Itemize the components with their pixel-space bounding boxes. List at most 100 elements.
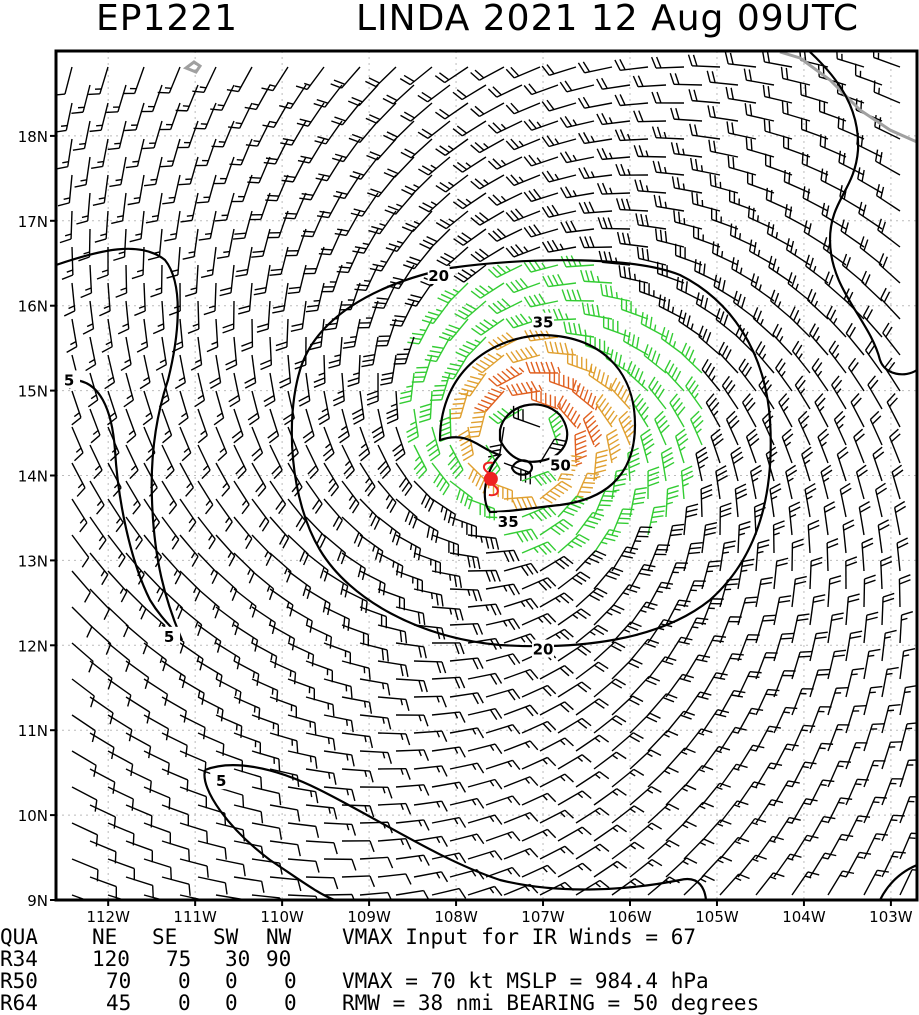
wind-barb bbox=[846, 594, 860, 625]
wind-barb bbox=[653, 161, 684, 175]
wind-barb bbox=[331, 103, 360, 125]
wind-barb bbox=[216, 895, 246, 911]
wind-barb bbox=[860, 236, 882, 265]
wind-barb bbox=[90, 661, 112, 689]
wind-barb bbox=[90, 553, 108, 585]
wind-barb bbox=[601, 284, 630, 301]
wind-barb bbox=[401, 175, 432, 195]
wind-barb bbox=[690, 124, 720, 139]
wind-barb bbox=[524, 225, 558, 237]
wind-barb bbox=[126, 481, 140, 514]
wind-barb bbox=[315, 121, 342, 144]
wind-barb bbox=[746, 138, 774, 157]
wind-barb bbox=[684, 839, 714, 859]
wind-barb bbox=[803, 186, 828, 211]
wind-barb bbox=[630, 860, 662, 877]
wind-barb bbox=[691, 411, 703, 445]
wind-barb bbox=[324, 643, 350, 664]
wind-barb bbox=[720, 579, 739, 607]
wind-barb bbox=[396, 463, 412, 496]
wind-barb bbox=[596, 394, 617, 427]
wind-barb bbox=[198, 697, 223, 721]
wind-barb bbox=[331, 67, 360, 88]
wind-barb bbox=[233, 211, 252, 239]
wind-barb bbox=[716, 466, 728, 499]
wind-barb bbox=[720, 654, 744, 679]
wind-barb bbox=[572, 380, 597, 410]
wind-barb bbox=[241, 319, 252, 351]
wind-barb bbox=[506, 67, 540, 78]
wind-barb bbox=[450, 693, 483, 704]
wind-barb bbox=[810, 324, 828, 355]
wind-barb bbox=[366, 103, 396, 123]
wind-barb bbox=[314, 85, 342, 107]
wind-barb bbox=[151, 265, 162, 297]
wind-barb bbox=[540, 774, 573, 787]
lat-label: 15N bbox=[18, 383, 48, 401]
wind-barb bbox=[670, 73, 702, 85]
wind-barb bbox=[450, 553, 480, 569]
lon-label: 107W bbox=[521, 908, 565, 924]
wind-barb bbox=[661, 327, 684, 355]
wind-barb bbox=[144, 823, 170, 844]
wind-barb bbox=[846, 631, 862, 661]
wind-barb bbox=[252, 787, 281, 805]
wind-barb bbox=[144, 859, 171, 879]
wind-barb bbox=[288, 751, 317, 769]
wind-barb bbox=[696, 447, 708, 481]
wind-barb bbox=[874, 46, 900, 67]
wind-barb bbox=[270, 481, 286, 514]
wind-barb bbox=[558, 396, 581, 429]
wind-barb bbox=[126, 877, 153, 897]
wind-barb bbox=[486, 832, 520, 841]
wind-barb bbox=[90, 877, 116, 898]
wind-barb bbox=[774, 744, 799, 769]
wind-barb bbox=[810, 632, 828, 661]
r50-nw: 0 bbox=[284, 970, 297, 992]
wind-barb bbox=[229, 373, 240, 407]
wind-barb bbox=[846, 706, 866, 733]
wind-barb bbox=[234, 589, 256, 617]
lon-label: 112W bbox=[86, 908, 130, 924]
wind-barb bbox=[829, 341, 846, 373]
wind-barb bbox=[734, 291, 756, 319]
wind-barb bbox=[607, 429, 621, 463]
wind-barb bbox=[706, 394, 720, 427]
wind-barb bbox=[267, 211, 288, 238]
wind-barb bbox=[232, 409, 243, 443]
wind-barb bbox=[372, 409, 384, 443]
wind-barb bbox=[468, 673, 502, 684]
wind-barb bbox=[306, 841, 337, 854]
wind-barb bbox=[540, 481, 572, 503]
wind-barb bbox=[380, 355, 396, 385]
wind-barb bbox=[378, 625, 406, 643]
wind-barb bbox=[238, 283, 252, 314]
wind-barb bbox=[522, 614, 556, 625]
wind-barb bbox=[795, 376, 810, 409]
wind-barb bbox=[644, 344, 666, 373]
wind-barb bbox=[890, 429, 901, 463]
wind-barb bbox=[832, 376, 846, 409]
wind-barb bbox=[252, 715, 278, 736]
wind-barb bbox=[270, 805, 300, 821]
wind-barb bbox=[666, 524, 684, 553]
wind-barb bbox=[288, 859, 319, 873]
wind-barb bbox=[594, 825, 627, 841]
wind-barb bbox=[396, 855, 429, 865]
wind-barb bbox=[540, 556, 573, 571]
wind-barb bbox=[161, 139, 180, 167]
wind-barb bbox=[900, 686, 917, 715]
wind-barb bbox=[180, 499, 196, 532]
wind-barb bbox=[180, 571, 200, 601]
wind-barb bbox=[504, 741, 538, 751]
wind-barb bbox=[111, 193, 126, 223]
wind-barb bbox=[580, 236, 612, 247]
wind-barb bbox=[195, 139, 216, 166]
wind-barb bbox=[739, 359, 756, 391]
wind-barb bbox=[702, 710, 729, 733]
wind-barb bbox=[488, 121, 522, 133]
wind-barb bbox=[303, 409, 314, 443]
wind-barb bbox=[450, 589, 482, 601]
wind-barb bbox=[109, 157, 126, 186]
wind-barb bbox=[640, 280, 666, 301]
